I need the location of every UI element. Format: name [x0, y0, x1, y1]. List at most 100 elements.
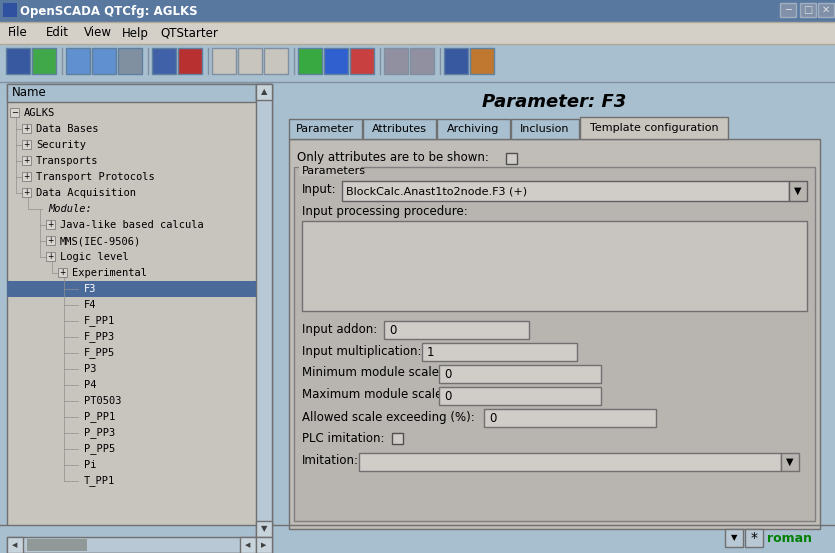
Text: ◀: ◀	[13, 542, 18, 548]
Bar	[818, 3, 834, 17]
Text: P3: P3	[84, 364, 97, 374]
Text: Inclusion: Inclusion	[520, 124, 569, 134]
Bar	[22, 140, 31, 149]
Bar	[238, 48, 262, 74]
Text: Minimum module scale:: Minimum module scale:	[302, 367, 443, 379]
Bar	[46, 220, 55, 229]
Text: File: File	[8, 27, 28, 39]
Bar	[32, 48, 56, 74]
Text: Parameter: Parameter	[296, 124, 354, 134]
Bar	[745, 529, 763, 547]
Text: Archiving: Archiving	[447, 124, 499, 134]
Bar	[781, 453, 799, 471]
Text: 0: 0	[489, 411, 496, 425]
Text: Logic level: Logic level	[60, 252, 129, 262]
Text: −: −	[11, 108, 18, 117]
Bar	[0, 82, 835, 553]
Text: ✕: ✕	[822, 5, 830, 15]
Text: ▲: ▲	[261, 87, 267, 97]
Bar	[256, 84, 272, 537]
Text: QTStarter: QTStarter	[160, 27, 218, 39]
Text: ▼: ▼	[794, 186, 802, 196]
Bar	[256, 84, 272, 100]
Text: 0: 0	[444, 368, 452, 380]
Text: +: +	[23, 188, 30, 197]
Bar	[6, 48, 30, 74]
Text: MMS(IEC-9506): MMS(IEC-9506)	[60, 236, 141, 246]
Text: F_PP5: F_PP5	[84, 347, 115, 358]
Bar	[342, 181, 789, 201]
Bar	[0, 525, 835, 553]
Text: Name: Name	[12, 86, 47, 100]
Bar	[350, 48, 374, 74]
Bar	[7, 84, 272, 537]
Bar	[7, 281, 256, 297]
Bar	[511, 119, 579, 139]
Text: +: +	[23, 124, 30, 133]
Bar	[58, 268, 67, 277]
Bar	[289, 119, 362, 139]
Text: 1: 1	[427, 346, 434, 358]
Text: Maximum module scale:: Maximum module scale:	[302, 389, 447, 401]
Bar	[0, 22, 835, 44]
Text: Imitation:: Imitation:	[302, 455, 359, 467]
Text: View: View	[84, 27, 112, 39]
Bar	[22, 188, 31, 197]
Bar	[800, 3, 816, 17]
Text: P_PP1: P_PP1	[84, 411, 115, 422]
Text: T_PP1: T_PP1	[84, 476, 115, 487]
Bar	[444, 48, 468, 74]
Text: +: +	[48, 252, 53, 261]
Text: F_PP1: F_PP1	[84, 316, 115, 326]
Bar	[506, 153, 517, 164]
Text: ▶: ▶	[261, 542, 266, 548]
Text: Java-like based calcula: Java-like based calcula	[60, 220, 204, 230]
Text: +: +	[48, 236, 53, 245]
Bar	[410, 48, 434, 74]
Bar	[294, 167, 815, 521]
Text: +: +	[48, 220, 53, 229]
Bar	[363, 119, 436, 139]
Bar	[299, 166, 361, 176]
Text: PLC imitation:: PLC imitation:	[302, 432, 384, 446]
Bar	[439, 387, 601, 405]
Text: F_PP3: F_PP3	[84, 332, 115, 342]
Text: PT0503: PT0503	[84, 396, 122, 406]
Text: 0: 0	[444, 389, 452, 403]
Text: +: +	[23, 140, 30, 149]
Text: F3: F3	[84, 284, 97, 294]
Text: AGLKS: AGLKS	[24, 108, 55, 118]
Bar	[256, 537, 272, 553]
Bar	[0, 44, 835, 82]
Text: □: □	[803, 5, 812, 15]
Text: Transport Protocols: Transport Protocols	[36, 172, 154, 182]
Bar	[384, 48, 408, 74]
Text: *: *	[751, 531, 757, 545]
Text: roman: roman	[767, 531, 812, 545]
Text: F4: F4	[84, 300, 97, 310]
Text: P_PP5: P_PP5	[84, 444, 115, 455]
Bar	[118, 48, 142, 74]
Bar	[7, 537, 272, 553]
Bar	[281, 84, 828, 537]
Bar	[256, 521, 272, 537]
Text: P_PP3: P_PP3	[84, 427, 115, 439]
Text: +: +	[59, 268, 66, 277]
Bar	[10, 108, 19, 117]
Bar	[392, 433, 403, 444]
Text: Input multiplication:: Input multiplication:	[302, 345, 422, 357]
Text: P4: P4	[84, 380, 97, 390]
Bar	[22, 156, 31, 165]
Bar	[92, 48, 116, 74]
Text: ◀: ◀	[245, 542, 250, 548]
Bar	[46, 236, 55, 245]
Bar	[789, 181, 807, 201]
Bar	[359, 453, 781, 471]
Bar	[22, 172, 31, 181]
Text: Template configuration: Template configuration	[590, 123, 718, 133]
Bar	[0, 0, 835, 22]
Bar	[384, 321, 529, 339]
Text: Attributes: Attributes	[372, 124, 427, 134]
Text: Pi: Pi	[84, 460, 97, 470]
Text: Help: Help	[122, 27, 149, 39]
